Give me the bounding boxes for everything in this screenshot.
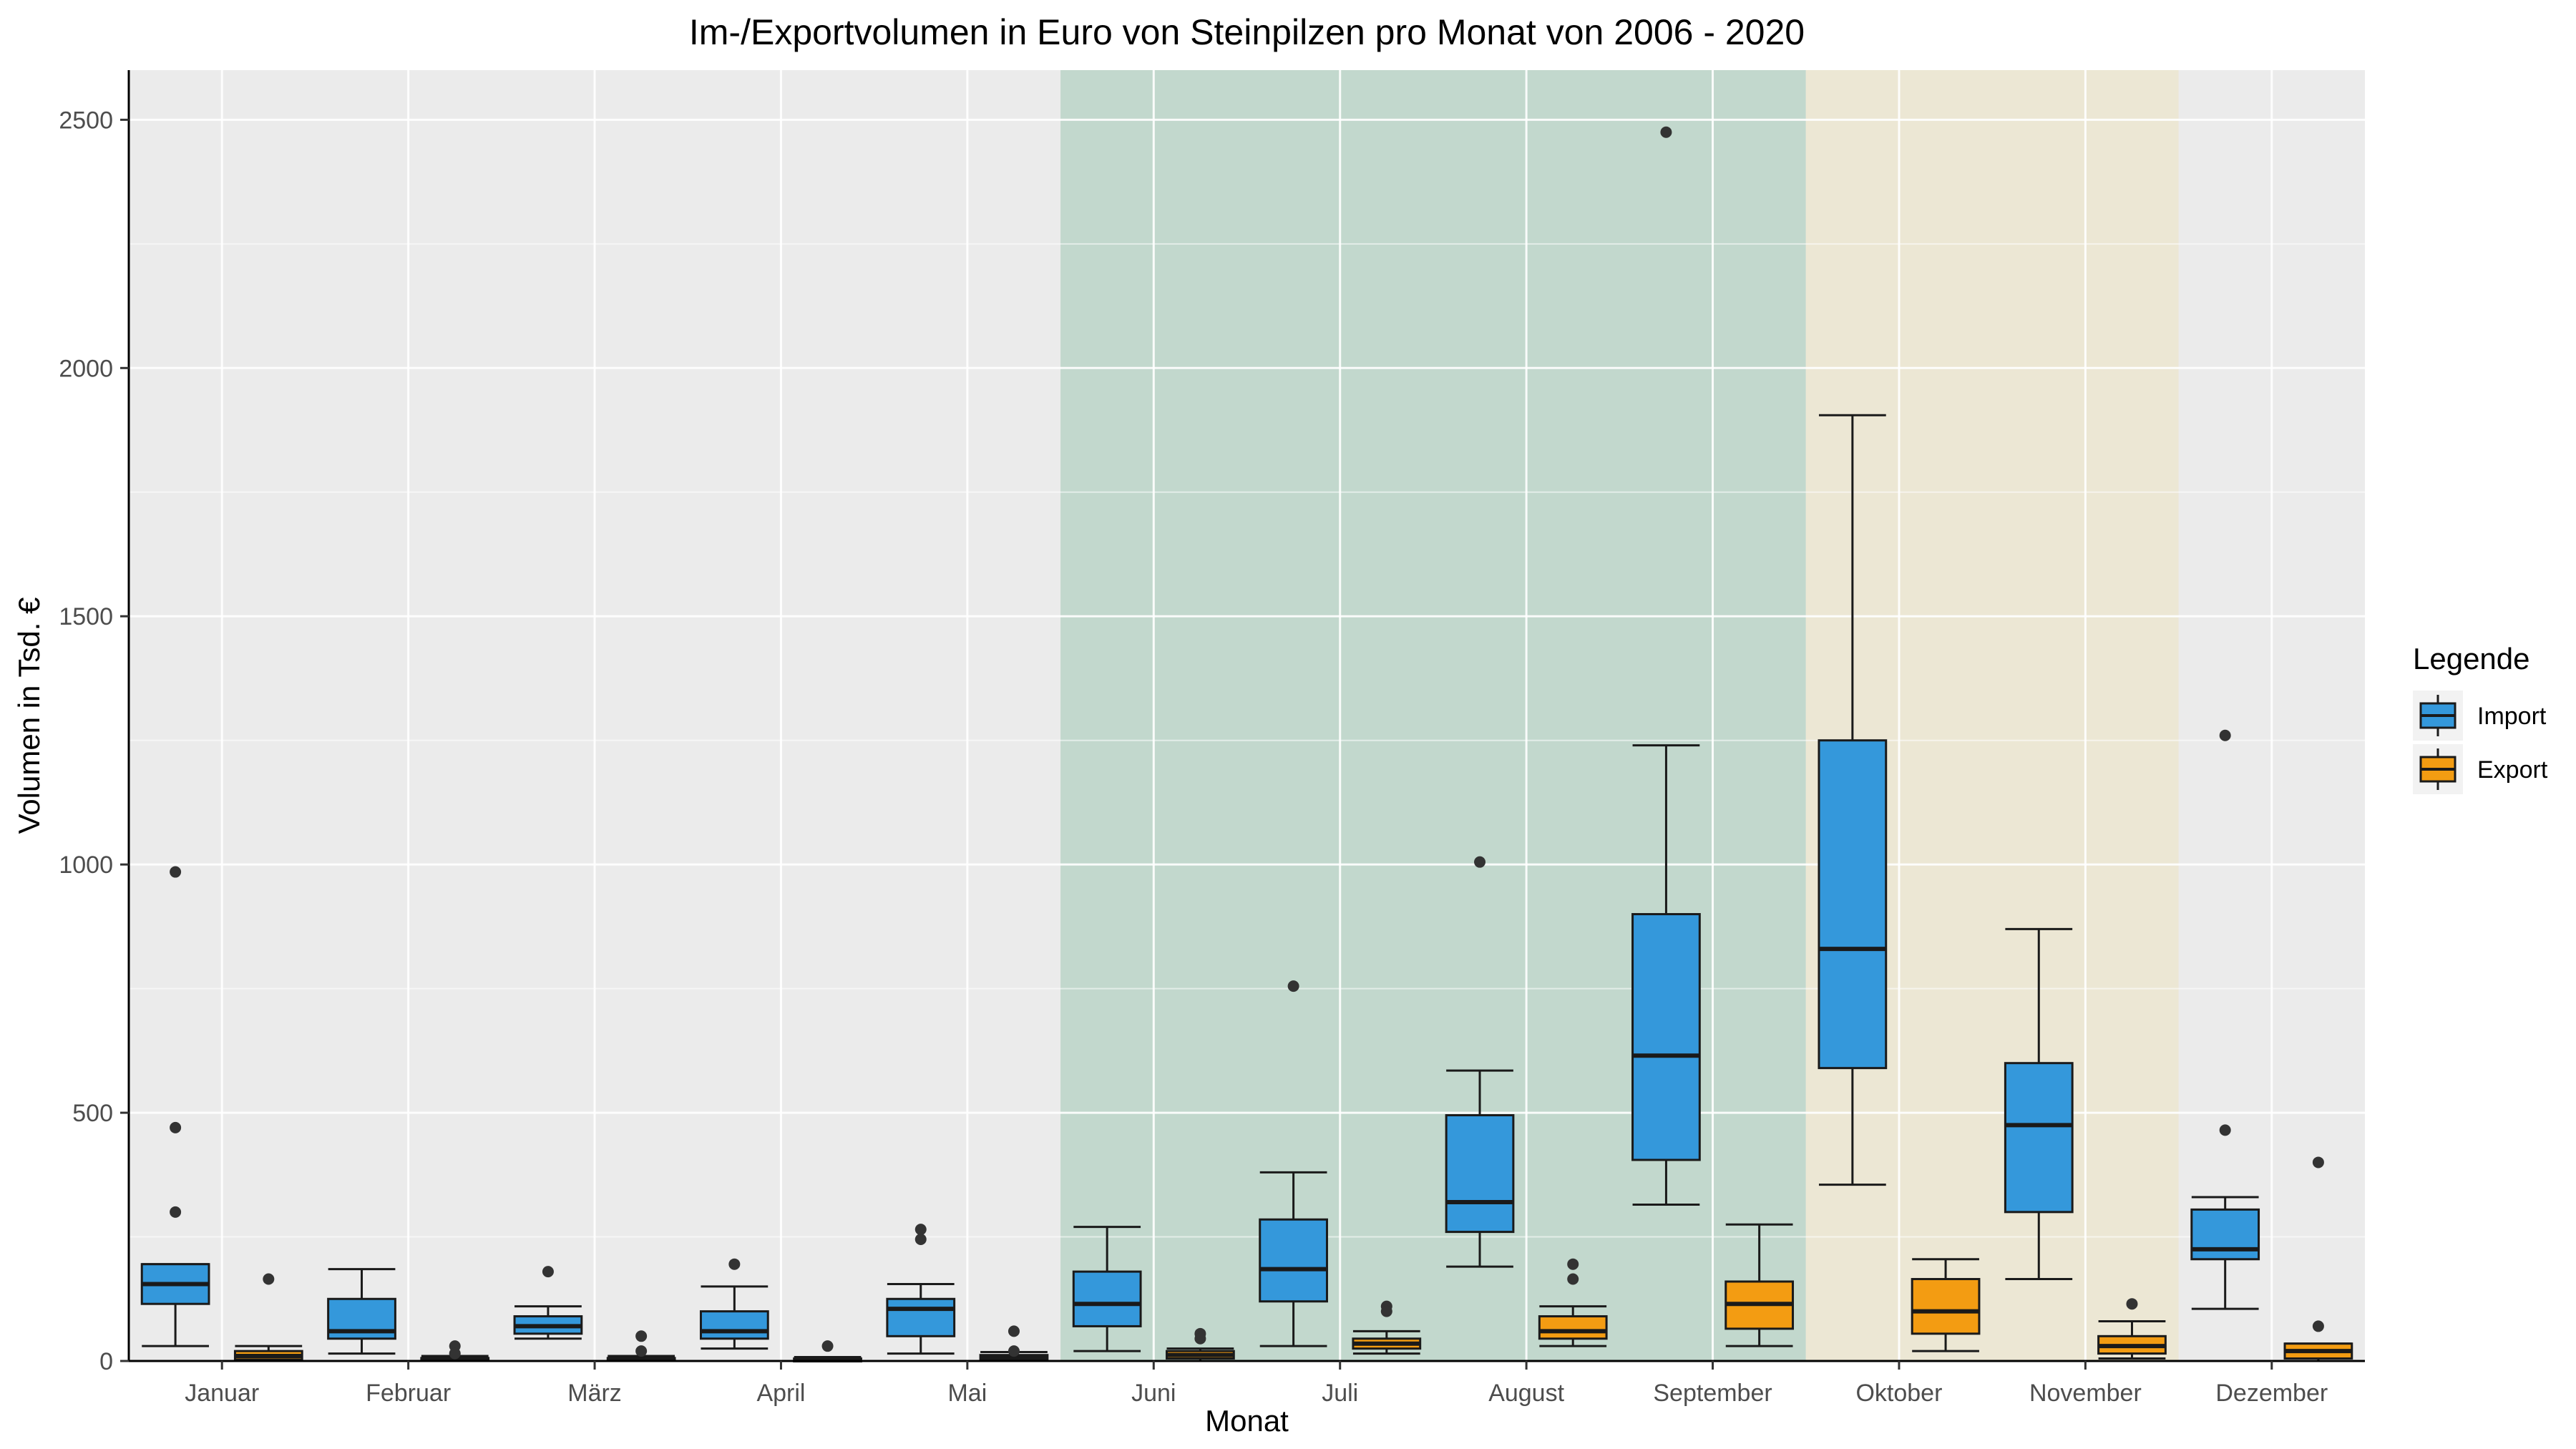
box-iqr xyxy=(2190,1208,2260,1261)
box-import-7 xyxy=(1259,980,1328,1347)
outlier-point xyxy=(821,1340,834,1352)
box-import-5 xyxy=(886,1224,956,1355)
outlier-point xyxy=(1567,1258,1579,1270)
x-tick-label: August xyxy=(1488,1380,1564,1407)
x-tick-label: Oktober xyxy=(1855,1380,1942,1407)
outlier-point xyxy=(1380,1305,1392,1317)
box-import-3 xyxy=(513,1266,583,1340)
y-tick-labels: 0 500 1000 1500 2000 2500 xyxy=(59,107,113,1375)
outlier-point xyxy=(914,1234,927,1246)
box-iqr xyxy=(1818,739,1888,1070)
x-tick-label: Juni xyxy=(1131,1380,1176,1407)
outlier-point xyxy=(263,1273,275,1285)
outlier-point xyxy=(1008,1345,1020,1357)
outlier-point xyxy=(635,1345,648,1357)
x-tick-label: November xyxy=(2029,1380,2142,1407)
y-tick-label: 0 xyxy=(99,1348,113,1375)
outlier-point xyxy=(728,1258,741,1270)
legend-key-export xyxy=(2413,744,2463,794)
box-import-11 xyxy=(2004,927,2074,1281)
y-tick-label: 1000 xyxy=(59,852,113,879)
axes xyxy=(120,70,2365,1370)
outlier-point xyxy=(914,1224,927,1236)
outlier-point xyxy=(2126,1298,2138,1310)
outlier-point xyxy=(170,866,182,878)
box-iqr xyxy=(1911,1278,1981,1335)
box-import-4 xyxy=(699,1258,769,1350)
box-iqr xyxy=(699,1310,769,1340)
outlier-point xyxy=(2219,729,2231,741)
outlier-point xyxy=(1008,1325,1020,1337)
outlier-point xyxy=(1474,856,1486,868)
box-iqr xyxy=(2004,1062,2074,1214)
box-export-10 xyxy=(1911,1258,1981,1352)
legend-key-import xyxy=(2413,691,2463,741)
box-export-8 xyxy=(1538,1258,1608,1347)
legend: Legende Import Export xyxy=(2413,642,2548,794)
box-iqr xyxy=(1259,1218,1328,1303)
box-import-12 xyxy=(2190,729,2260,1310)
box-export-9 xyxy=(1724,1223,1795,1347)
y-tick-label: 1500 xyxy=(59,603,113,630)
y-tick-label: 2000 xyxy=(59,355,113,382)
box-import-6 xyxy=(1072,1226,1142,1352)
outlier-point xyxy=(1567,1273,1579,1285)
x-tick-label: Juli xyxy=(1322,1380,1358,1407)
box-export-12 xyxy=(2283,1156,2353,1362)
outlier-point xyxy=(170,1206,182,1218)
outlier-point xyxy=(635,1330,648,1342)
chart-title: Im-/Exportvolumen in Euro von Steinpilze… xyxy=(689,12,1805,52)
x-tick-label: Dezember xyxy=(2215,1380,2328,1407)
x-tick-label: September xyxy=(1653,1380,1772,1407)
box-iqr xyxy=(886,1297,956,1337)
outlier-point xyxy=(2312,1320,2324,1332)
box-import-2 xyxy=(327,1268,396,1355)
y-axis-title: Volumen in Tsd. € xyxy=(12,597,46,834)
x-tick-labels: Januar Februar März April Mai Juni Juli August S… xyxy=(185,1380,2328,1407)
box-iqr xyxy=(1072,1270,1142,1327)
x-tick-label: April xyxy=(756,1380,805,1407)
outlier-point xyxy=(1287,980,1299,992)
box-export-7 xyxy=(1352,1300,1422,1355)
box-import-9 xyxy=(1631,126,1701,1206)
x-tick-label: März xyxy=(567,1380,622,1407)
outlier-point xyxy=(542,1266,554,1278)
x-tick-label: Januar xyxy=(185,1380,259,1407)
box-iqr xyxy=(1631,913,1701,1161)
legend-title: Legende xyxy=(2413,642,2530,675)
outlier-point xyxy=(1194,1332,1206,1345)
y-tick-label: 500 xyxy=(72,1100,113,1127)
y-tick-label: 2500 xyxy=(59,107,113,134)
x-axis-title: Monat xyxy=(1205,1404,1289,1438)
box-iqr xyxy=(1445,1114,1515,1234)
season-band-10-11 xyxy=(1805,70,2179,1361)
outlier-point xyxy=(1660,126,1672,138)
box-export-6 xyxy=(1166,1327,1235,1362)
legend-label-import: Import xyxy=(2477,703,2547,730)
x-tick-label: Februar xyxy=(366,1380,451,1407)
outlier-point xyxy=(449,1347,461,1360)
box-import-10 xyxy=(1818,414,1888,1186)
box-import-1 xyxy=(140,866,210,1347)
outlier-point xyxy=(2219,1124,2231,1136)
outlier-point xyxy=(170,1121,182,1133)
box-iqr xyxy=(1538,1315,1608,1340)
box-export-11 xyxy=(2097,1298,2167,1360)
outlier-point xyxy=(2312,1156,2324,1169)
box-import-8 xyxy=(1445,856,1515,1268)
season-band-6-9 xyxy=(1060,70,1806,1361)
legend-label-export: Export xyxy=(2477,756,2548,784)
x-tick-label: Mai xyxy=(947,1380,987,1407)
